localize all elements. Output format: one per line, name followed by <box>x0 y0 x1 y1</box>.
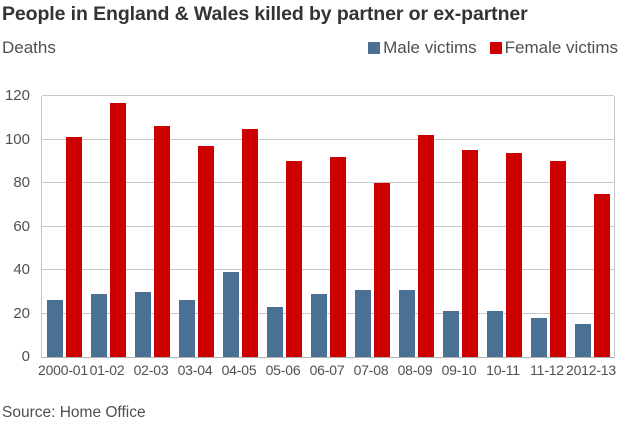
bar-female <box>197 146 214 357</box>
bar-male <box>486 311 503 357</box>
bar-female <box>109 102 126 357</box>
x-tick-label: 09-10 <box>441 362 477 378</box>
y-tick-label: 60 <box>13 217 30 235</box>
bar-female <box>329 156 346 357</box>
legend: Male victims Female victims <box>355 38 618 58</box>
bar-male <box>178 300 195 357</box>
gridline <box>42 138 614 140</box>
legend-label-female: Female victims <box>504 38 618 57</box>
bar-male <box>530 317 547 357</box>
x-tick-label: 07-08 <box>353 362 389 378</box>
bar-female <box>549 161 566 357</box>
gridline <box>42 312 614 314</box>
x-tick-label: 2012-13 <box>566 362 616 378</box>
bar-female <box>417 135 434 357</box>
bar-female <box>505 152 522 357</box>
bar-female <box>241 128 258 357</box>
plot-area <box>41 95 615 358</box>
x-tick-label: 10-11 <box>486 362 520 378</box>
bar-female <box>285 161 302 357</box>
source-note: Source: Home Office <box>2 404 146 421</box>
x-tick-label: 2000-01 <box>38 362 88 378</box>
x-tick-label: 03-04 <box>177 362 213 378</box>
y-tick-label: 100 <box>4 130 30 148</box>
bar-male <box>266 306 283 357</box>
y-tick-label: 80 <box>13 174 30 191</box>
bar-female <box>461 150 478 357</box>
bar-female <box>153 126 170 357</box>
x-tick-label: 11-12 <box>530 362 564 378</box>
y-tick-label: 0 <box>21 348 30 365</box>
gridline <box>42 225 614 227</box>
bar-male <box>310 293 327 357</box>
bar-male <box>222 272 239 357</box>
x-tick-label: 02-03 <box>133 362 169 378</box>
bar-male <box>574 324 591 357</box>
x-tick-label: 01-02 <box>89 362 125 378</box>
y-tick-label: 40 <box>13 261 30 278</box>
x-tick-label: 06-07 <box>309 362 345 378</box>
x-tick-label: 04-05 <box>221 362 257 378</box>
bar-male <box>442 311 459 357</box>
y-tick-label: 20 <box>13 304 30 322</box>
legend-label-male: Male victims <box>383 38 477 57</box>
x-tick-label: 08-09 <box>397 362 433 378</box>
gridline <box>42 269 614 270</box>
bar-female <box>593 193 610 357</box>
bar-male <box>354 289 371 357</box>
chart-title: People in England & Wales killed by part… <box>2 3 528 25</box>
x-tick-label: 05-06 <box>265 362 301 378</box>
legend-swatch-male <box>368 42 381 54</box>
y-axis-unit-label: Deaths <box>2 38 56 57</box>
bar-female <box>373 183 390 357</box>
legend-swatch-female <box>489 42 502 54</box>
bar-male <box>398 289 415 357</box>
gridline <box>42 182 614 183</box>
legend-item-male: Male victims <box>368 38 477 58</box>
bar-male <box>90 293 107 357</box>
bar-female <box>65 137 82 357</box>
legend-item-female: Female victims <box>489 38 618 58</box>
bar-male <box>46 300 63 357</box>
y-tick-label: 120 <box>4 87 30 104</box>
gridline <box>42 95 614 96</box>
bar-male <box>134 291 151 357</box>
